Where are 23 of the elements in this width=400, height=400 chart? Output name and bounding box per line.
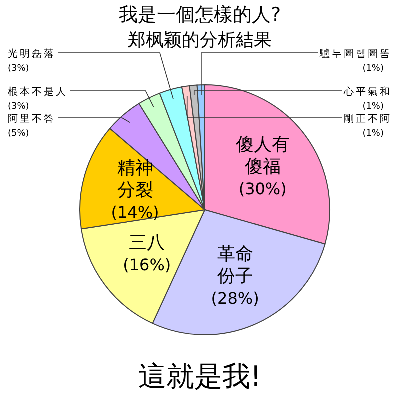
data-label: (28%) (211, 288, 260, 308)
slice-label: 剛正不阿 (344, 114, 392, 125)
data-label: (1%) (362, 64, 384, 74)
slice-label: 革命份子 (217, 243, 254, 286)
slice-label: 光明磊落 (8, 48, 56, 60)
chart-title: 我是一個怎樣的人? (118, 3, 282, 28)
slice-label: 精神分裂 (117, 158, 154, 201)
chart-subtitle: 郑枫颖的分析結果 (128, 30, 272, 51)
data-label: (30%) (238, 178, 287, 198)
slice-label: 三八 (129, 232, 166, 254)
data-label: (5%) (8, 129, 30, 139)
data-label: (1%) (362, 102, 384, 112)
text: 這就是我! (137, 359, 263, 395)
slice-label: 阿里不答 (8, 113, 56, 125)
data-label: (3%) (8, 64, 30, 74)
slice-label: 傻人有傻福 (236, 134, 290, 177)
slice-label: 根本不是人 (8, 86, 68, 98)
data-label: (14%) (111, 202, 160, 222)
data-label: (3%) (8, 102, 30, 112)
data-label: (16%) (123, 255, 172, 274)
data-label: (1%) (362, 129, 384, 139)
slice-label: 心平氣和 (343, 86, 392, 98)
slice-label: 驢누圖렙圖똠 (319, 48, 392, 60)
